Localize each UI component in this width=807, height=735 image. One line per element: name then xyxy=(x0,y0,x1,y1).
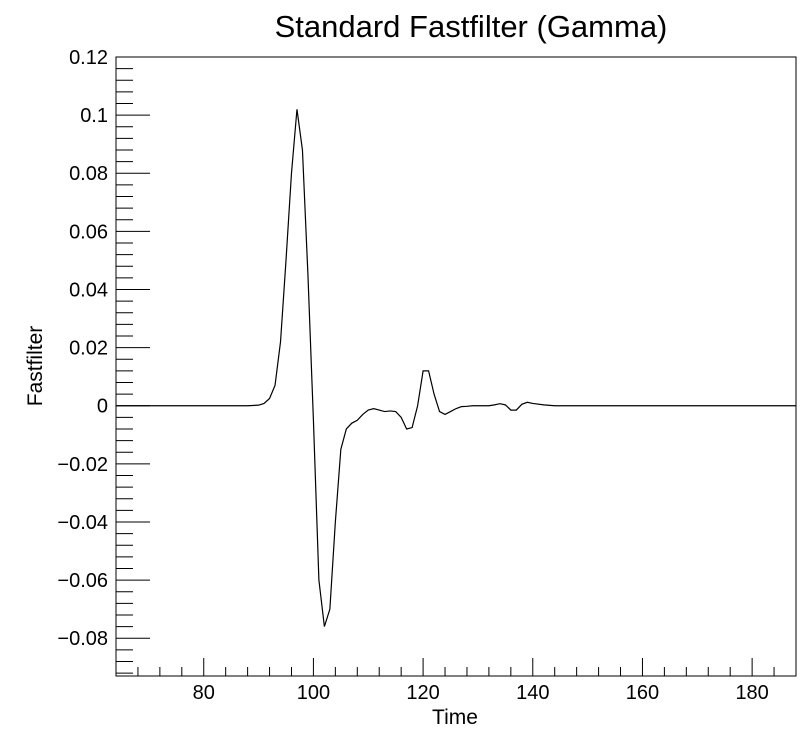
x-tick-label: 80 xyxy=(193,682,215,704)
y-tick-label: 0.02 xyxy=(69,338,108,360)
y-tick-label: −0.04 xyxy=(57,512,108,534)
y-tick-label: 0.12 xyxy=(69,47,108,69)
y-tick-label: 0.08 xyxy=(69,163,108,185)
y-tick-label: −0.08 xyxy=(57,628,108,650)
y-tick-label: 0.1 xyxy=(80,105,108,127)
y-axis: 0.12 0.1 0.08 0.06 0.04 0.02 0 −0.02 −0.04 −0.06 −… xyxy=(57,47,150,674)
x-axis: 80 100 120 140 160 180 xyxy=(115,658,797,704)
y-tick-label: 0.04 xyxy=(69,279,108,301)
y-tick-label: −0.06 xyxy=(57,570,108,592)
x-tick-label: 100 xyxy=(297,682,330,704)
y-axis-title: Fastfilter xyxy=(24,326,47,407)
plot-frame xyxy=(115,56,797,677)
x-tick-label: 140 xyxy=(516,682,549,704)
x-tick-label: 120 xyxy=(406,682,439,704)
y-tick-label: 0.06 xyxy=(69,221,108,243)
series-line xyxy=(116,109,796,627)
x-tick-label: 180 xyxy=(735,682,768,704)
x-axis-title: Time xyxy=(432,706,478,729)
y-tick-label: −0.02 xyxy=(57,454,108,476)
chart-title: Standard Fastfilter (Gamma) xyxy=(275,9,668,44)
y-tick-label: 0 xyxy=(97,396,108,418)
x-tick-label: 160 xyxy=(626,682,659,704)
